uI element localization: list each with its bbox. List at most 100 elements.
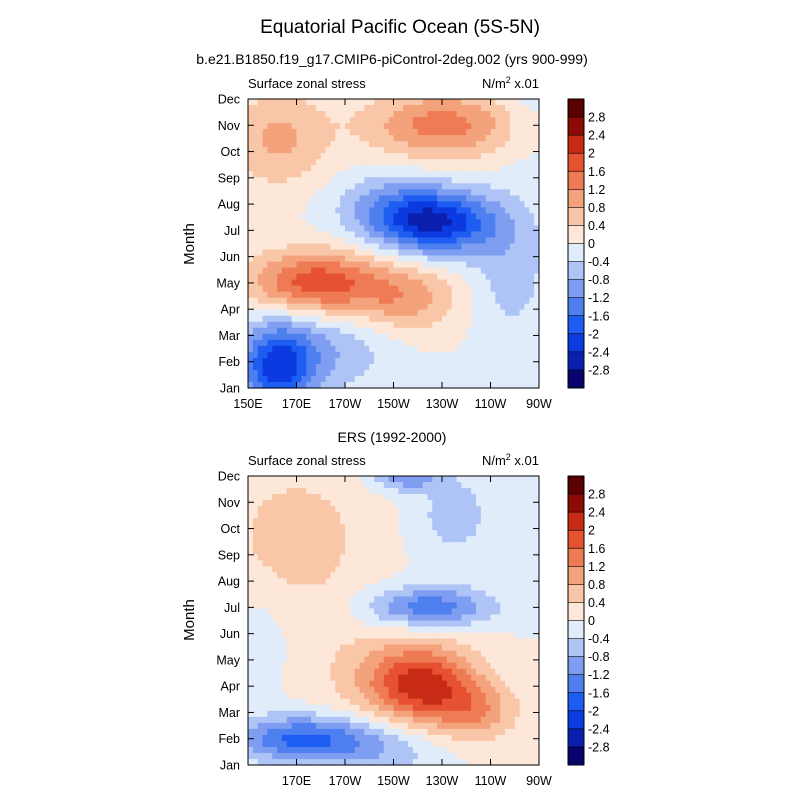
field-cell [291,177,298,184]
field-cell [432,638,438,646]
field-cell [442,375,448,383]
field-cell [403,351,409,359]
field-cell [461,183,467,190]
field-cell [349,357,356,365]
field-cell [461,267,467,275]
field-cell [311,608,317,616]
field-cell [485,141,492,148]
field-cell [466,303,472,311]
field-cell [306,165,312,172]
field-cell [442,147,448,154]
field-cell [359,273,365,281]
field-cell [408,135,414,142]
field-cell [490,530,496,537]
field-cell [301,261,307,269]
field-cell [403,494,409,501]
field-cell [417,165,424,172]
field-cell [262,345,268,353]
field-cell [383,494,390,501]
field-cell [349,656,356,664]
field-cell [437,183,443,190]
field-cell [534,189,540,196]
field-cell [320,500,327,507]
field-cell [500,267,506,275]
field-cell [432,189,438,196]
field-cell [485,243,492,251]
field-cell [417,662,424,670]
field-cell [505,512,511,519]
field-cell [495,614,501,622]
field-cell [475,536,482,543]
field-cell [281,105,288,112]
field-cell [369,518,375,525]
field-cell [301,566,307,573]
field-cell [374,117,380,124]
field-cell [529,201,535,208]
field-cell [398,231,404,239]
field-cell [325,369,332,377]
field-cell [325,309,332,317]
field-cell [364,560,370,567]
field-cell [437,231,443,239]
field-cell [500,195,506,202]
field-cell [267,590,273,598]
field-cell [262,159,268,166]
field-cell [340,123,346,130]
field-cell [495,333,501,341]
field-cell [417,578,424,585]
colorbar-swatch [568,315,584,335]
field-cell [335,375,341,383]
field-cell [446,566,453,573]
field-cell [534,177,540,184]
field-cell [374,171,380,178]
field-cell [311,279,317,287]
field-cell [364,626,370,634]
field-cell [296,237,302,245]
field-cell [277,512,283,519]
field-cell [296,530,302,537]
field-cell [456,548,462,555]
field-cell [495,375,501,383]
field-cell [427,369,433,377]
field-cell [354,213,361,221]
field-cell [422,375,429,383]
field-cell [311,183,317,190]
field-cell [534,321,540,329]
field-cell [500,261,506,269]
field-cell [403,500,409,507]
field-cell [364,668,370,676]
field-cell [393,165,399,172]
field-cell [277,195,283,202]
field-cell [437,494,443,501]
field-cell [403,614,409,622]
field-cell [461,512,467,519]
field-cell [393,99,399,106]
field-cell [296,566,302,573]
field-cell [505,243,511,251]
field-cell [291,674,298,682]
field-cell [471,482,477,489]
field-cell [369,381,375,389]
field-cell [277,500,283,507]
field-cell [505,554,511,561]
field-cell [364,267,370,275]
field-cell [480,656,487,664]
field-cell [364,482,370,489]
field-cell [412,638,419,646]
field-cell [461,207,467,214]
field-cell [485,578,492,585]
field-cell [495,207,501,214]
field-cell [442,129,448,136]
field-cell [495,638,501,646]
field-cell [291,524,298,531]
field-cell [335,177,341,184]
field-cell [349,195,356,202]
field-cell [500,512,506,519]
field-cell [490,620,496,628]
field-cell [315,177,322,184]
field-cell [277,674,283,682]
field-cell [320,279,327,287]
field-cell [480,626,487,634]
field-cell [437,213,443,221]
field-cell [286,129,293,136]
